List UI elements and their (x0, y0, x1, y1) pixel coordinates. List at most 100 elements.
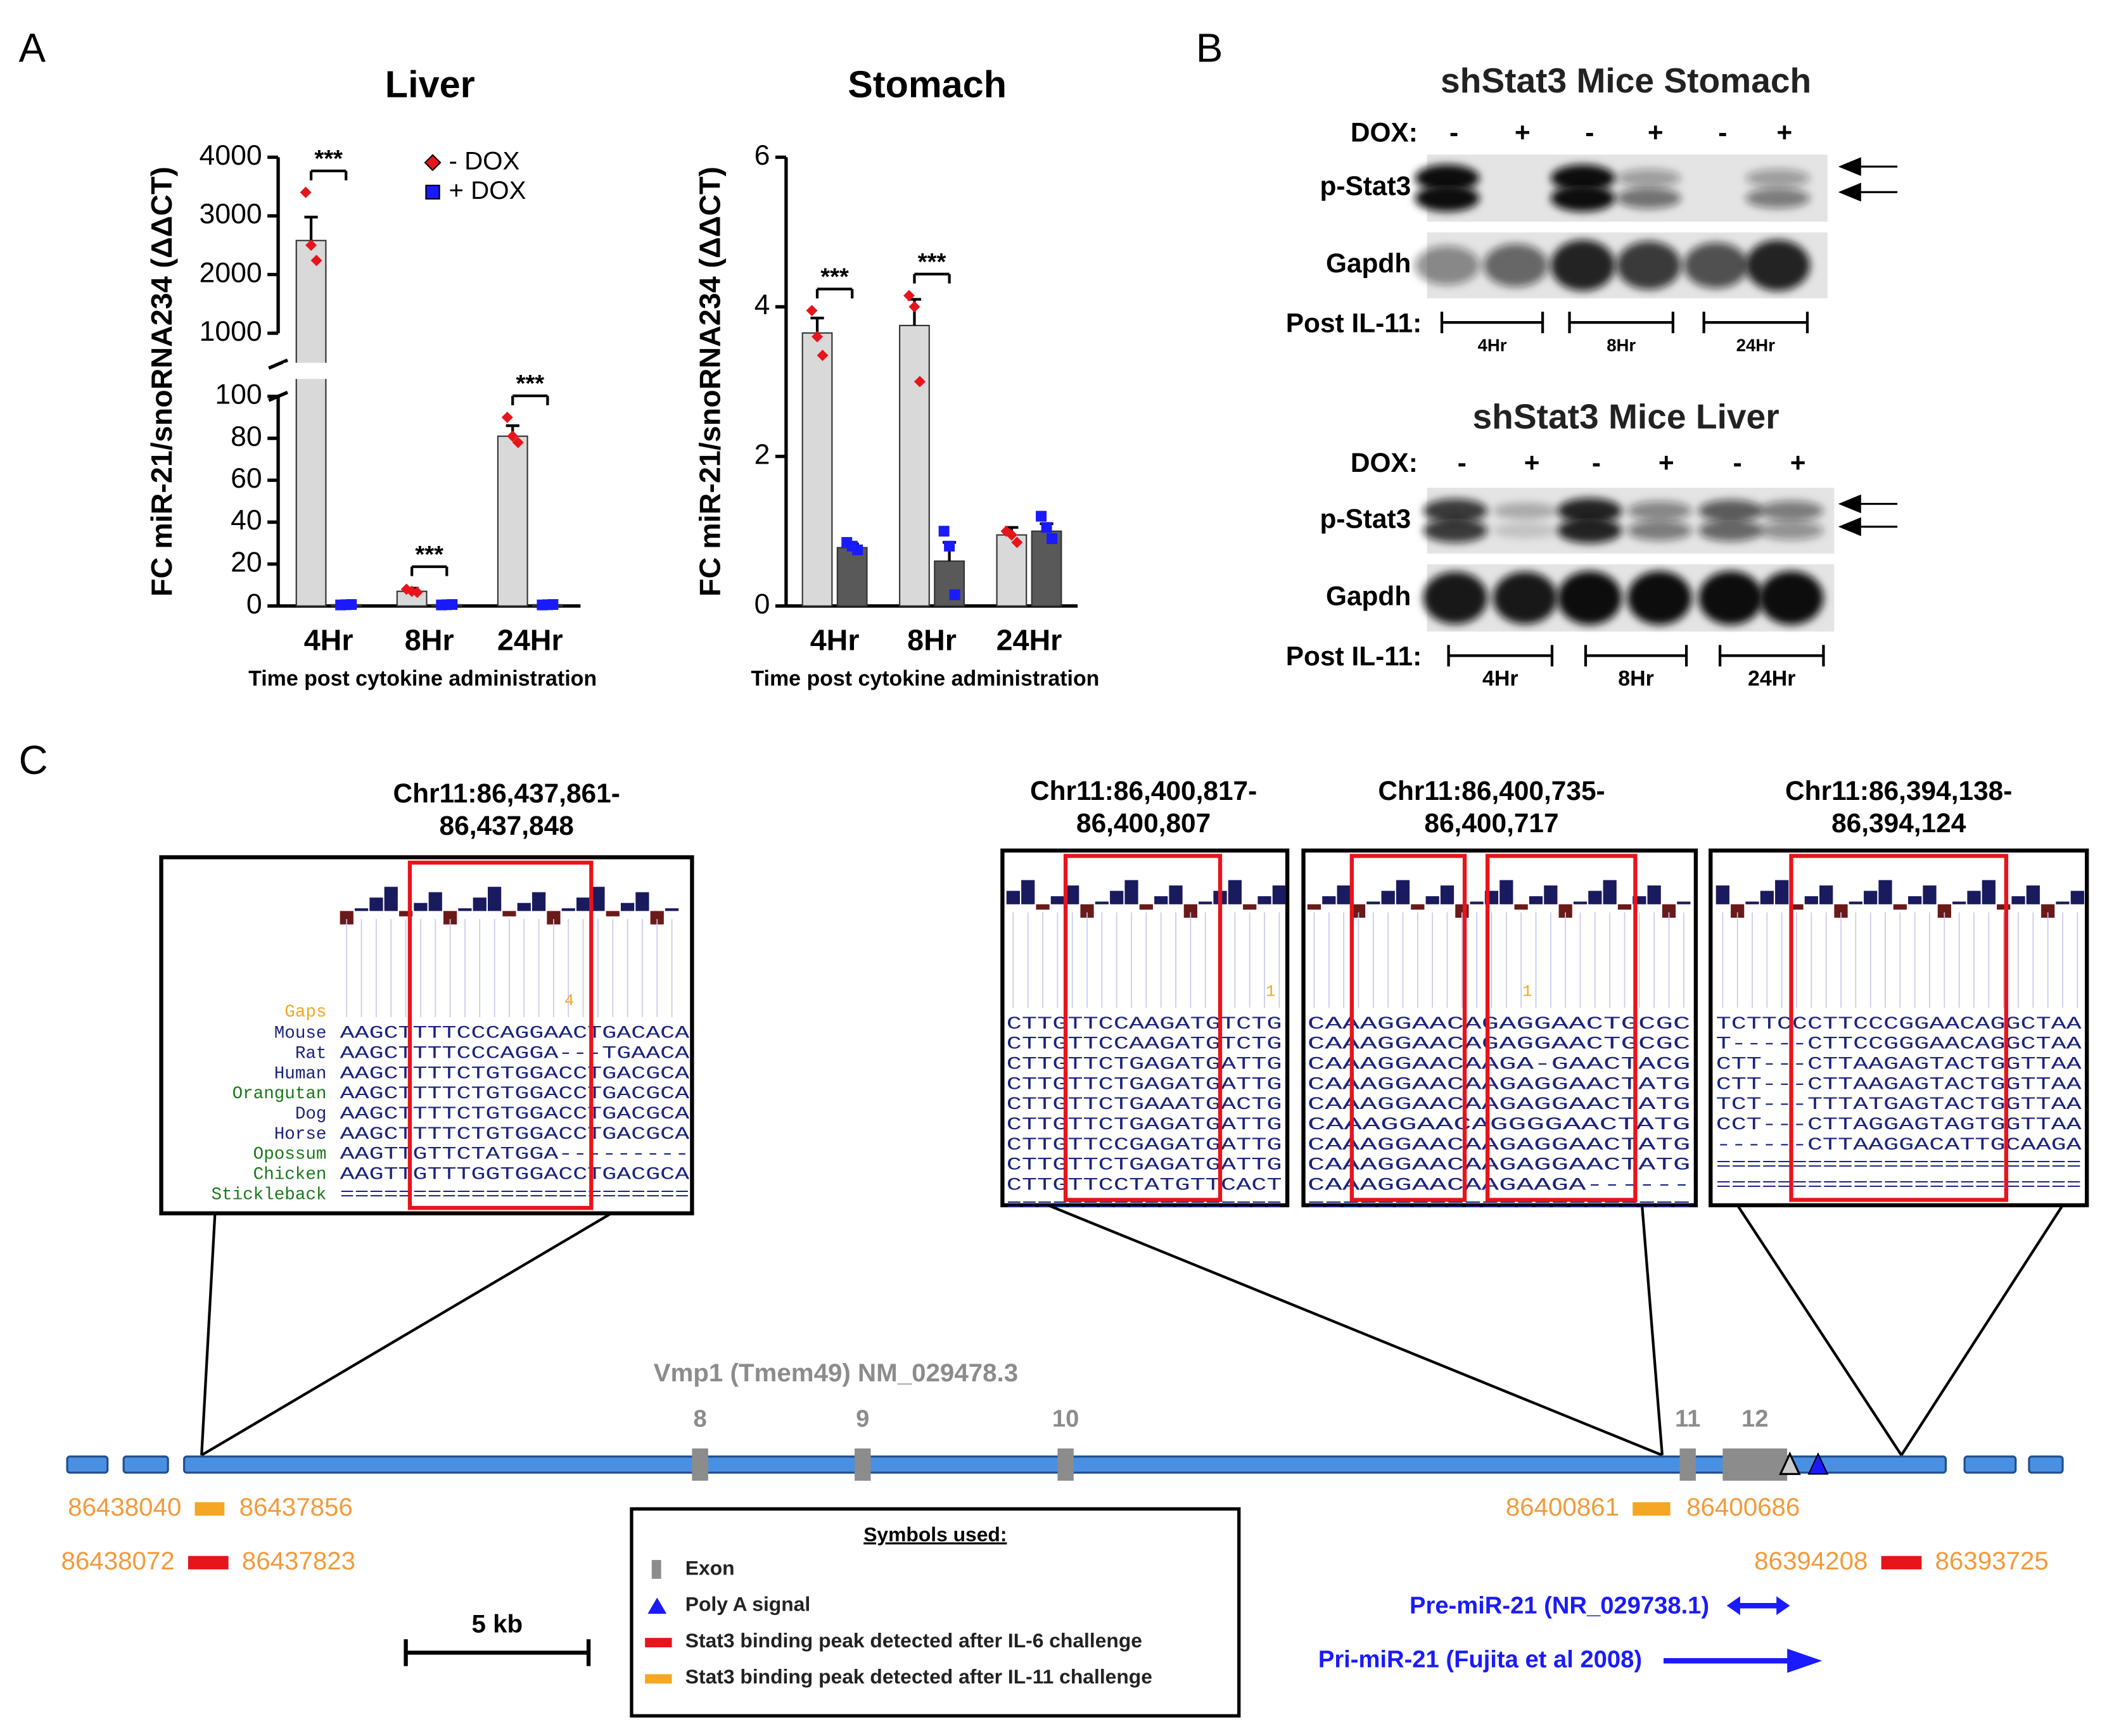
conservation-bar (1307, 904, 1321, 910)
conservation-bar (1095, 901, 1109, 904)
zoom-line (200, 1213, 217, 1455)
bar (801, 332, 833, 607)
sequence-row: CTT---CTTAAGAGTACTGGTTAA (1716, 1055, 2082, 1075)
blot-band (1550, 164, 1615, 192)
conservation-bar (1745, 901, 1759, 904)
blot-band (1423, 518, 1488, 543)
sequence-row: CAAAGGAACAAGAGGAACTATG (1308, 1075, 1691, 1094)
x-tick-label: 4Hr (304, 623, 353, 656)
conservation-bar (398, 911, 413, 916)
time-point: 24Hr (1748, 666, 1795, 690)
conservation-bar (1731, 904, 1745, 918)
conservation-bar (1804, 896, 1818, 904)
highlight-box (407, 860, 594, 1210)
gene-track (122, 1455, 169, 1474)
peak-start: 86438040 (68, 1493, 181, 1521)
conservation-bar (1982, 880, 1996, 904)
species-name: Mouse (274, 1024, 327, 1044)
zoom-line (1900, 1204, 2064, 1456)
exon (855, 1448, 871, 1481)
sequence-row: CAAAGGAACAGAGGAACTGCGC (1308, 1035, 1691, 1055)
dox-sign: + (1648, 117, 1664, 147)
locus-label: Chr11:86,437,861- (393, 778, 620, 808)
axis-break (268, 358, 288, 370)
conservation-bar (1716, 885, 1729, 904)
conservation-bar (1647, 885, 1661, 904)
legend-title: Symbols used: (863, 1523, 1007, 1545)
blot-band (1415, 246, 1480, 285)
legend-icon (651, 1560, 661, 1579)
conservation-bar (1864, 890, 1878, 904)
blot-row-label: p-Stat3 (1320, 504, 1411, 533)
peak-end: 86400686 (1686, 1493, 1800, 1521)
conservation-bar (1169, 885, 1183, 904)
sequence-row: CTTGTTCTGAGATGATTG (1007, 1156, 1282, 1175)
peak-start: 86438072 (61, 1547, 174, 1575)
blot-band (1493, 502, 1558, 519)
conservation-bar (1514, 904, 1528, 910)
conservation-bar (1908, 896, 1922, 904)
conservation-bar (1558, 904, 1572, 918)
conservation-bar (1066, 885, 1079, 904)
blot-band (1759, 571, 1824, 625)
species-name: Chicken (253, 1165, 327, 1184)
gene-title: Vmp1 (Tmem49) NM_029478.3 (654, 1359, 1019, 1387)
conservation-bar (1396, 880, 1410, 904)
conservation-bar (1124, 880, 1138, 904)
time-point: 8Hr (1618, 666, 1654, 690)
data-point (300, 186, 312, 198)
sequence-row: CTTGTTCCAAGATGTCTG (1007, 1015, 1282, 1034)
conservation-bar (2011, 896, 2025, 904)
locus-label: 86,400,717 (1424, 808, 1558, 838)
conservation-bar (1997, 904, 2011, 910)
conservation-bar (1775, 880, 1789, 904)
x-tick-label: 4Hr (810, 623, 860, 656)
sequence-row: ======================== (1716, 1175, 2082, 1195)
sequence-row: CAAAGGAACAAGAGGAACTATG (1308, 1095, 1691, 1115)
bar (899, 324, 930, 607)
scale-label: 5 kb (472, 1610, 523, 1638)
x-axis-label: Time post cytokine administration (751, 666, 1099, 690)
blot-row-label: Gapdh (1326, 581, 1411, 611)
conservation-bar (1952, 901, 1966, 904)
conservation-bar (1272, 885, 1286, 904)
zoom-line (1640, 1205, 1664, 1455)
conservation-bar (1366, 901, 1380, 904)
blot-band (1627, 501, 1692, 521)
exon-number: 8 (694, 1405, 707, 1433)
conservation-bar (428, 892, 442, 911)
conservation-bar (2070, 890, 2084, 904)
pri-mir-label: Pri-miR-21 (Fujita et al 2008) (1318, 1645, 1642, 1673)
blot-band (1616, 241, 1681, 290)
locus-label: Chr11:86,400,817- (1030, 776, 1257, 806)
y-tick-label: 6 (754, 140, 770, 171)
conservation-bar (1440, 885, 1455, 904)
time-point: 8Hr (1607, 336, 1636, 355)
data-point (852, 544, 863, 555)
sequence-row: CAAAGGAACAAGA-GAACTACG (1308, 1055, 1691, 1075)
conservation-bar (561, 908, 575, 911)
peak-end: 86437823 (242, 1547, 355, 1575)
conservation-bar (1036, 904, 1050, 910)
y-tick-label: 20 (231, 547, 262, 578)
pre-mir-arrow-head (1726, 1596, 1740, 1616)
data-point (806, 305, 818, 317)
conservation-bar (473, 897, 487, 911)
significance: *** (516, 370, 545, 397)
data-point (411, 586, 423, 599)
significance: *** (415, 541, 443, 568)
conservation-bar (487, 887, 502, 911)
y-tick-label: 2 (754, 439, 770, 470)
species-name: Dog (295, 1105, 327, 1124)
sequence-row: CAAAGGAACAAGAGGAACTATG (1308, 1156, 1691, 1175)
panel-letter: A (19, 25, 46, 70)
blot-band (1759, 521, 1824, 540)
y-tick-label: 3000 (200, 199, 262, 230)
gene-track (2028, 1455, 2064, 1474)
pri-mir-arrow-head (1787, 1649, 1823, 1673)
conservation-bar (1411, 904, 1425, 910)
exon-number: 10 (1052, 1405, 1079, 1433)
conservation-bar (606, 911, 620, 916)
data-point (944, 540, 955, 552)
species-name: Stickleback (212, 1185, 327, 1205)
